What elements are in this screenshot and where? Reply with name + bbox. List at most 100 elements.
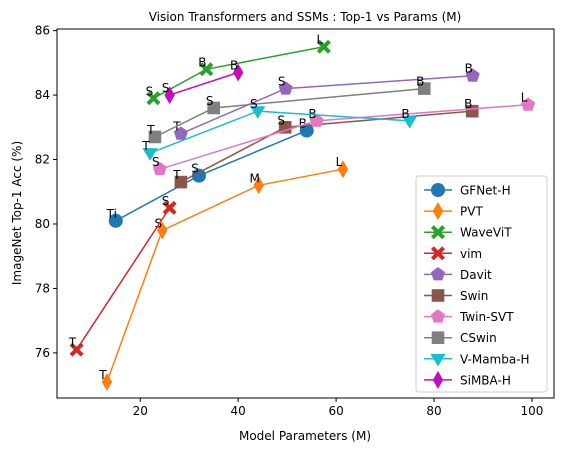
chart-title: Vision Transformers and SSMs : Top-1 vs … <box>149 10 462 24</box>
y-tick-label: 78 <box>35 281 50 295</box>
point-label-gfnet-h: S <box>191 162 199 176</box>
legend-item-simba-h: SiMBA-H <box>424 370 511 389</box>
x-tick-label: 80 <box>426 404 441 418</box>
series-v-mamba-h: T S B <box>141 97 418 161</box>
point-label-pvt: T <box>98 368 107 382</box>
legend-label: SiMBA-H <box>460 373 511 387</box>
data-point-pvt <box>157 221 168 240</box>
series-simba-h: SB <box>162 59 244 105</box>
data-point-twin-svt <box>521 97 536 111</box>
point-label-vim: T <box>68 336 77 350</box>
legend-item-vim: vim <box>424 246 482 261</box>
data-point-vim <box>69 342 84 357</box>
point-label-pvt: L <box>336 155 343 169</box>
legend-item-wavevit: WaveViT <box>424 225 512 240</box>
legend-item-cswin: CSwin <box>424 331 497 345</box>
legend-marker-v-mamba-h <box>430 353 446 367</box>
legend-label: Davit <box>460 268 492 282</box>
x-tick-label: 60 <box>328 404 343 418</box>
legend-label: Swin <box>460 289 488 303</box>
point-label-davit: B <box>465 62 473 76</box>
y-tick-label: 86 <box>35 24 50 38</box>
legend-label: Twin-SVT <box>459 310 514 324</box>
point-label-cswin: B <box>416 75 424 89</box>
legend-item-pvt: PVT <box>424 202 483 221</box>
data-point-v-mamba-h <box>250 106 266 119</box>
data-point-cswin <box>148 130 162 144</box>
data-point-pvt <box>337 160 349 179</box>
point-label-simba-h: B <box>230 59 238 73</box>
data-point-wavevit <box>316 39 331 54</box>
data-point-swin <box>278 120 292 134</box>
point-label-gfnet-h: Ti <box>106 207 117 221</box>
data-point-cswin <box>417 82 431 95</box>
point-label-simba-h: S <box>162 81 170 95</box>
legend-label: WaveViT <box>460 226 512 240</box>
data-point-gfnet-h <box>191 168 207 183</box>
y-tick-label: 80 <box>35 217 50 231</box>
axis-ticks: 20 40 60 80 100 76 78 80 82 84 86 <box>35 24 544 418</box>
legend-item-gfnet-h: GFNet-H <box>424 182 511 198</box>
series-cswin: T S B <box>146 75 431 144</box>
x-tick-label: 100 <box>521 404 544 418</box>
legend-marker-cswin <box>431 331 445 344</box>
data-point-twin-svt <box>309 113 324 127</box>
point-label-pvt: S <box>154 216 162 230</box>
data-point-v-mamba-h <box>401 115 418 129</box>
point-label-pvt: M <box>250 171 260 185</box>
data-point-simba-h <box>232 63 244 82</box>
data-point-gfnet-h <box>299 123 314 138</box>
data-point-davit <box>278 81 293 95</box>
data-point-gfnet-h <box>108 213 123 228</box>
y-tick-label: 82 <box>35 153 50 167</box>
series-wavevit: SBL <box>146 33 331 106</box>
series-twin-svt: S B L <box>152 91 536 176</box>
data-point-swin <box>174 175 188 189</box>
point-label-swin: T <box>172 168 181 182</box>
x-tick-label: 20 <box>133 404 148 418</box>
x-axis-label: Model Parameters (M) <box>239 429 371 443</box>
point-label-vim: S <box>162 194 170 208</box>
data-point-simba-h <box>164 86 175 105</box>
data-point-vim <box>162 200 177 215</box>
data-point-pvt <box>253 176 264 195</box>
data-point-davit <box>173 126 188 140</box>
data-point-pvt <box>101 372 113 391</box>
data-point-davit <box>465 68 480 82</box>
point-label-davit: S <box>278 75 286 89</box>
point-label-swin: S <box>277 113 285 127</box>
y-axis-label: ImageNet Top-1 Acc (%) <box>10 141 24 285</box>
point-label-wavevit: S <box>146 84 154 98</box>
legend-marker-twin-svt <box>430 309 446 323</box>
legend-item-swin: Swin <box>424 289 488 303</box>
legend-label: CSwin <box>460 331 497 345</box>
series-vim: TS <box>68 194 177 357</box>
point-label-cswin: S <box>206 94 214 108</box>
data-point-wavevit <box>199 62 214 77</box>
data-point-v-mamba-h <box>142 148 158 161</box>
axes-frame <box>56 28 555 399</box>
legend-item-twin-svt: Twin-SVT <box>424 309 514 324</box>
series-line-pvt <box>106 168 344 383</box>
legend-label: GFNet-H <box>460 184 511 198</box>
point-label-v-mamba-h: S <box>250 97 258 111</box>
legend-marker-gfnet-h <box>430 182 446 198</box>
legend-label: PVT <box>460 205 483 219</box>
point-label-swin: B <box>464 97 472 111</box>
legend-item-davit: Davit <box>424 267 492 282</box>
series-gfnet-h: Ti S B <box>106 117 314 228</box>
series-line-vim <box>75 207 171 351</box>
point-label-wavevit: L <box>317 33 324 47</box>
legend: GFNet-H PVT WaveViT vim Davit Swin Twin-SVT CSw… <box>415 175 548 393</box>
legend-item-v-mamba-h: V-Mamba-H <box>424 352 530 367</box>
point-label-v-mamba-h: B <box>401 107 409 121</box>
point-label-cswin: T <box>146 123 155 137</box>
x-tick-label: 40 <box>231 404 246 418</box>
legend-marker-wavevit <box>430 225 446 240</box>
legend-marker-swin <box>431 289 445 302</box>
legend-marker-pvt <box>432 202 444 221</box>
point-label-v-mamba-h: T <box>141 139 150 153</box>
